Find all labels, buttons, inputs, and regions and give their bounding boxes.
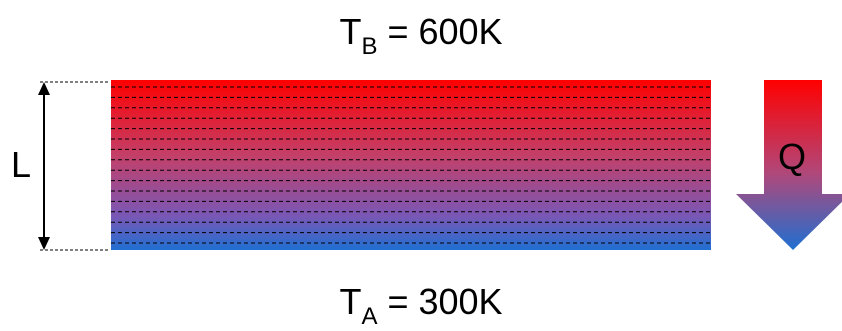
length-label: L (11, 144, 32, 185)
top-temperature-value: = 600K (377, 11, 503, 52)
top-temperature-subscript: B (361, 33, 378, 60)
bottom-temperature-value: = 300K (377, 281, 503, 322)
material-slab (111, 80, 711, 250)
length-arrow-top-head (38, 82, 50, 95)
bottom-temperature-subscript: A (361, 303, 378, 330)
heat-flow-arrow (736, 80, 842, 250)
bottom-temperature-symbol: T (339, 281, 362, 322)
layer-lines (111, 86, 711, 244)
heat-flow-label: Q (778, 136, 807, 177)
top-temperature-symbol: T (339, 11, 362, 52)
bottom-temperature-label: TA = 300K (0, 281, 842, 329)
top-temperature-label: TB = 600K (0, 11, 842, 59)
length-arrow-bottom-head (38, 237, 50, 250)
